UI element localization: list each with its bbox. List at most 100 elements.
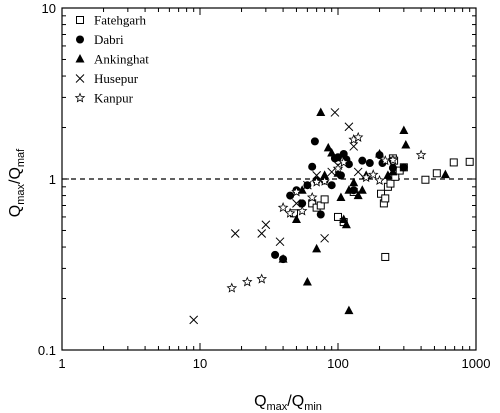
legend-item-dabri: Dabri (76, 32, 124, 47)
point-ankinghat (440, 169, 450, 179)
point-husepur (292, 199, 301, 208)
point-kanpur (284, 207, 296, 218)
point-husepur (330, 108, 340, 117)
y-tick-label: 10 (42, 1, 56, 16)
point-husepur (303, 180, 312, 190)
point-ankinghat (312, 243, 322, 253)
point-husepur (189, 315, 199, 325)
y-axis-label: Qmax/Qmaf (7, 148, 27, 217)
point-dabri (316, 210, 325, 219)
point-dabri (310, 137, 319, 146)
point-ankinghat (353, 190, 363, 200)
point-kanpur (242, 276, 253, 287)
point-ankinghat (327, 147, 337, 157)
x-axis-label-sub2: min (304, 401, 322, 413)
point-ankinghat (316, 107, 326, 116)
legend-marker-ankinghat (75, 54, 85, 63)
point-kanpur (415, 149, 427, 160)
point-husepur (257, 229, 267, 238)
point-kanpur (367, 169, 379, 180)
point-kanpur (332, 163, 344, 174)
point-kanpur (291, 186, 302, 197)
point-ankinghat (333, 168, 343, 177)
legend-marker-fatehgarh (76, 16, 84, 24)
x-tick-label: 10 (193, 356, 207, 371)
legend-label-dabri: Dabri (94, 32, 124, 47)
point-fatehgarh (432, 169, 441, 178)
y-tick-label: 1 (49, 172, 56, 187)
point-fatehgarh (449, 158, 458, 167)
point-husepur (344, 122, 354, 132)
point-kanpur (338, 156, 350, 167)
x-axis-label: Qmax/Qmin (254, 393, 322, 413)
point-fatehgarh (421, 175, 430, 184)
legend-label-husepur: Husepur (94, 71, 139, 86)
point-dabri (365, 159, 374, 168)
point-ankinghat (375, 149, 385, 158)
point-fatehgarh (386, 179, 395, 188)
point-fatehgarh (381, 194, 390, 203)
point-ankinghat (349, 177, 359, 187)
point-husepur (261, 220, 271, 230)
point-dabri (327, 181, 336, 190)
point-ankinghat (344, 185, 354, 194)
series-ankinghat (278, 107, 450, 315)
legend-label-kanpur: Kanpur (94, 91, 134, 106)
point-ankinghat (302, 276, 312, 286)
point-ankinghat (341, 219, 351, 229)
y-axis-label-main: Q (7, 205, 24, 217)
point-ankinghat (291, 214, 301, 223)
point-kanpur (374, 174, 385, 185)
point-kanpur (387, 154, 399, 165)
y-axis-label-mid: /Q (7, 167, 24, 184)
y-tick-label: 0.1 (38, 343, 56, 358)
legend-item-kanpur: Kanpur (74, 91, 134, 106)
point-kanpur (352, 131, 364, 142)
x-axis-label-mid: /Q (287, 393, 304, 410)
point-fatehgarh (381, 252, 390, 261)
point-kanpur (360, 171, 372, 183)
series-kanpur (226, 131, 427, 293)
x-tick-label: 1000 (462, 356, 491, 371)
point-ankinghat (401, 140, 411, 149)
point-kanpur (256, 273, 267, 284)
point-kanpur (296, 205, 308, 216)
point-ankinghat (357, 185, 367, 194)
data-points (189, 107, 474, 325)
point-dabri (308, 162, 317, 171)
y-axis-label-sub1: max (15, 184, 27, 205)
legend-item-husepur: Husepur (75, 71, 139, 86)
point-ankinghat (383, 170, 393, 179)
legend-marker-kanpur (74, 92, 86, 103)
point-kanpur (277, 202, 289, 213)
point-ankinghat (388, 166, 398, 176)
point-ankinghat (278, 254, 288, 263)
legend-marker-husepur (75, 74, 85, 83)
point-fatehgarh (334, 212, 342, 221)
point-fatehgarh (465, 157, 474, 166)
point-dabri (271, 250, 280, 259)
y-axis-label-sub2: maf (15, 148, 27, 167)
legend-marker-dabri (76, 35, 84, 44)
point-dabri (286, 191, 295, 200)
point-husepur (349, 142, 359, 151)
point-ankinghat (320, 170, 330, 179)
x-tick-label: 100 (327, 356, 349, 371)
point-fatehgarh (320, 195, 329, 204)
point-ankinghat (323, 142, 333, 152)
point-fatehgarh (377, 189, 386, 198)
point-kanpur (319, 175, 330, 186)
point-kanpur (380, 155, 391, 166)
x-axis-label-main: Q (254, 393, 266, 410)
point-husepur (320, 233, 329, 243)
legend-item-ankinghat: Ankinghat (75, 52, 149, 67)
point-dabri (358, 156, 367, 165)
point-kanpur (226, 282, 238, 293)
point-husepur (275, 237, 285, 247)
point-ankinghat (344, 305, 354, 315)
legend: Fatehgarh Dabri Ankinghat Husepur Kanpur (74, 13, 149, 106)
x-tick-label: 1 (58, 356, 65, 371)
point-dabri (298, 199, 307, 208)
